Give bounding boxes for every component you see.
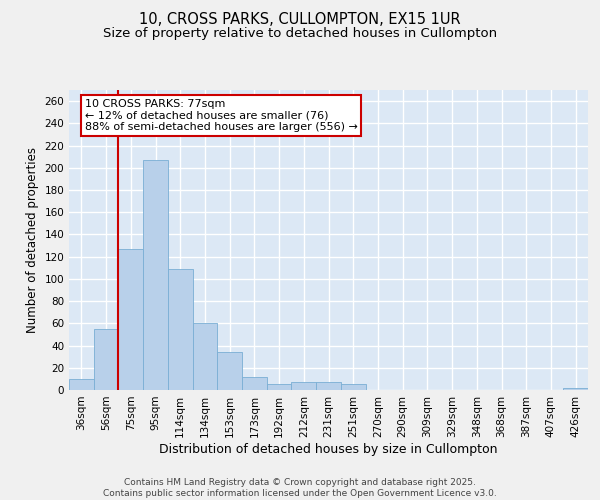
X-axis label: Distribution of detached houses by size in Cullompton: Distribution of detached houses by size …: [159, 442, 498, 456]
Bar: [168, 269, 193, 390]
Bar: [217, 352, 242, 390]
Bar: [341, 384, 365, 390]
Bar: [69, 379, 94, 390]
Bar: [143, 160, 168, 390]
Bar: [563, 388, 588, 390]
Text: 10, CROSS PARKS, CULLOMPTON, EX15 1UR: 10, CROSS PARKS, CULLOMPTON, EX15 1UR: [139, 12, 461, 28]
Bar: [292, 382, 316, 390]
Bar: [193, 324, 217, 390]
Text: Size of property relative to detached houses in Cullompton: Size of property relative to detached ho…: [103, 28, 497, 40]
Text: Contains HM Land Registry data © Crown copyright and database right 2025.
Contai: Contains HM Land Registry data © Crown c…: [103, 478, 497, 498]
Bar: [118, 249, 143, 390]
Y-axis label: Number of detached properties: Number of detached properties: [26, 147, 39, 333]
Bar: [242, 376, 267, 390]
Bar: [94, 329, 118, 390]
Text: 10 CROSS PARKS: 77sqm
← 12% of detached houses are smaller (76)
88% of semi-deta: 10 CROSS PARKS: 77sqm ← 12% of detached …: [85, 99, 358, 132]
Bar: [316, 382, 341, 390]
Bar: [267, 384, 292, 390]
